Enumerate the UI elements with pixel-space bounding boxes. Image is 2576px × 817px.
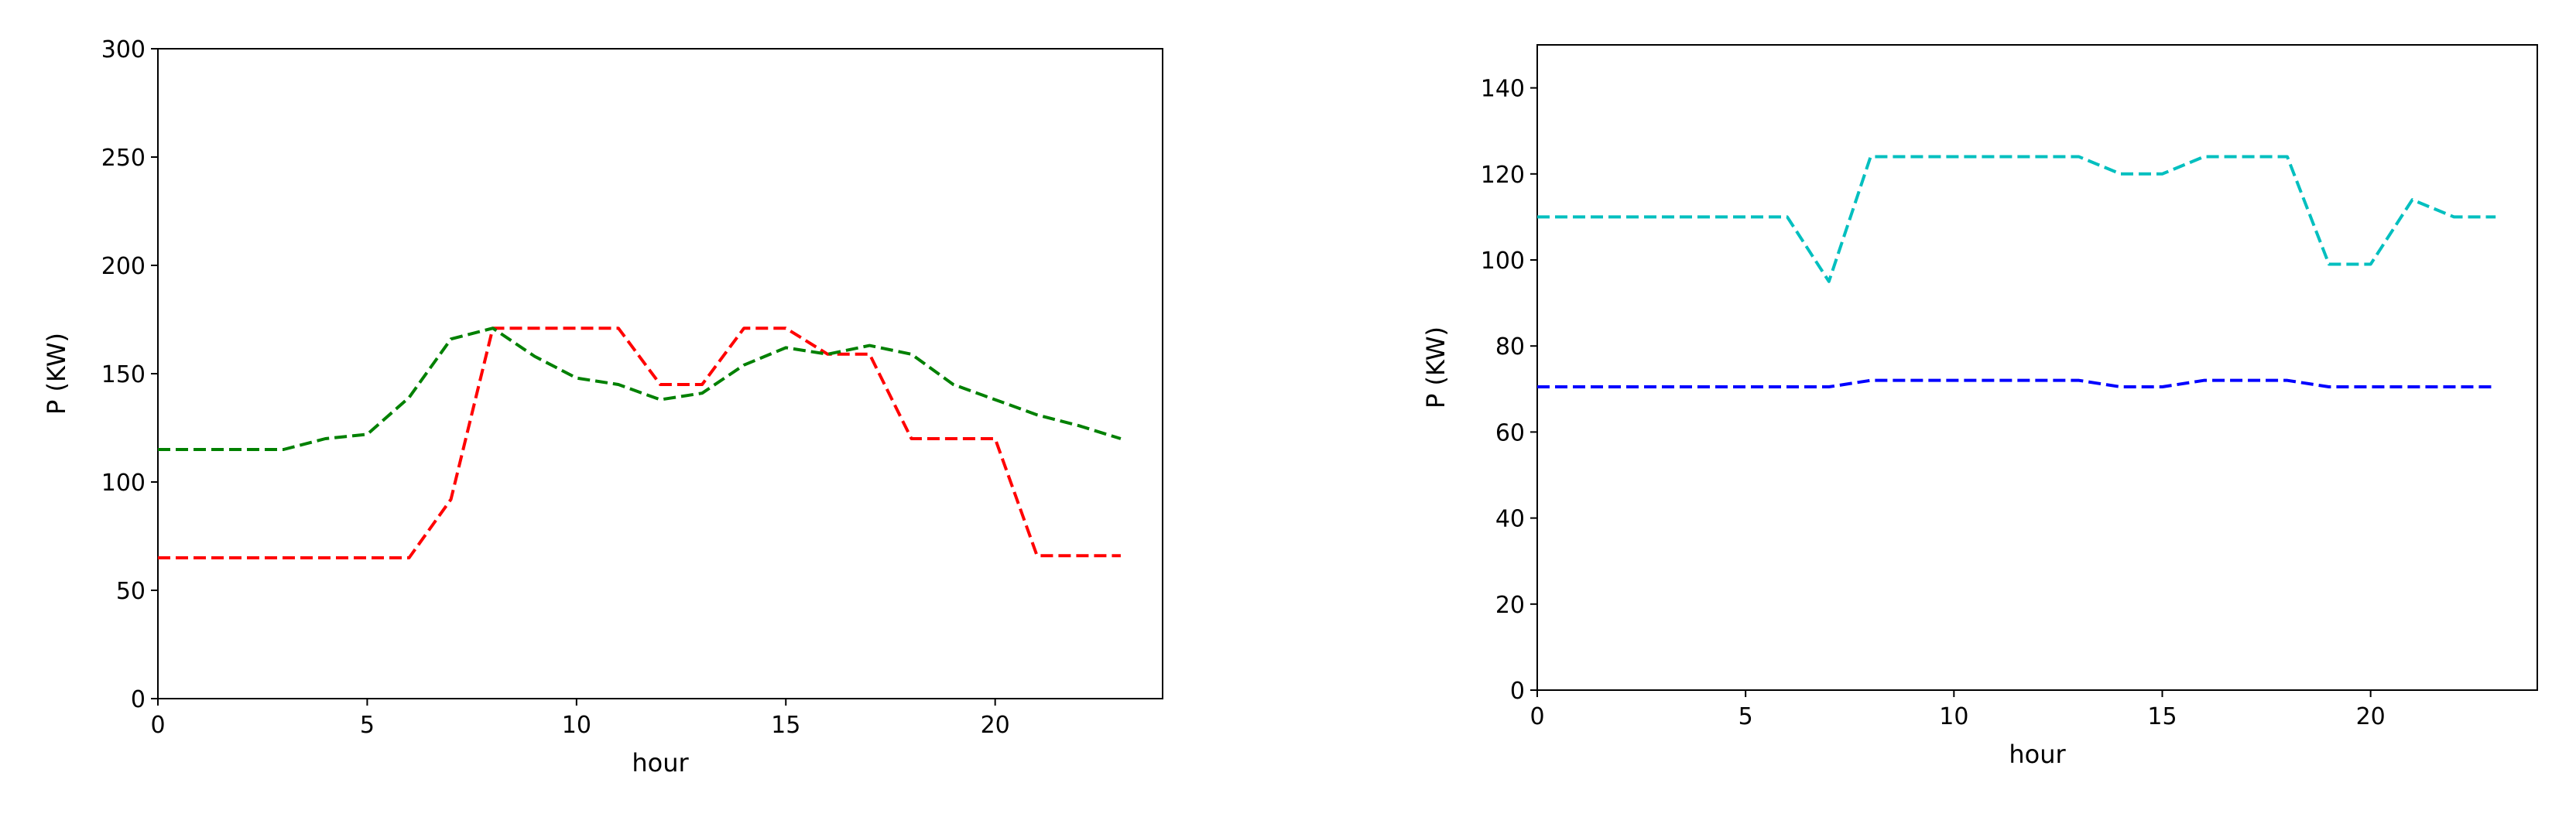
x-tick-label: 10 [1939, 703, 1968, 730]
y-tick-label: 60 [1495, 419, 1525, 446]
y-tick-label: 40 [1495, 506, 1525, 533]
y-tick-label: 0 [131, 686, 146, 713]
y-tick-label: 140 [1481, 76, 1525, 103]
y-tick-label: 100 [101, 470, 146, 497]
x-tick-label: 20 [2356, 703, 2386, 730]
x-tick-label: 5 [360, 712, 375, 739]
y-tick-label: 100 [1481, 248, 1525, 275]
y-tick-label: 50 [116, 578, 146, 605]
x-tick-label: 0 [150, 712, 165, 739]
y-tick-label: 80 [1495, 333, 1525, 361]
y-tick-label: 300 [101, 36, 146, 63]
plot-frame [1536, 44, 2538, 691]
data-point [365, 432, 369, 436]
data-point [2243, 378, 2248, 383]
y-tick-label: 120 [1481, 162, 1525, 189]
x-tick-label: 5 [1738, 703, 1753, 730]
series-line-1 [158, 326, 1122, 451]
x-tick-label: 10 [562, 712, 591, 739]
x-axis-label: hour [2009, 740, 2066, 769]
data-point [2493, 385, 2498, 389]
right-chart: 0 5 10 15 20 0 20 40 60 80 100 120 140 hour P (KW) [1421, 44, 2538, 769]
data-point [867, 352, 872, 357]
x-axis-label: hour [632, 748, 689, 778]
series-line-0 [1537, 155, 2496, 283]
series-line-0 [158, 326, 1121, 559]
data-point [993, 436, 998, 441]
data-point [658, 398, 663, 402]
y-tick-label: 200 [101, 253, 146, 280]
data-point [2201, 155, 2206, 159]
y-tick-label: 0 [1510, 678, 1525, 705]
y-tick-label: 150 [101, 361, 146, 388]
x-tick-label: 20 [981, 712, 1010, 739]
data-point [2119, 385, 2123, 389]
y-tick-label: 250 [101, 145, 146, 172]
y-tick-label: 20 [1495, 592, 1525, 619]
y-axis-label: P (KW) [1421, 326, 1451, 408]
series-line-1 [1537, 378, 2496, 389]
x-tick-label: 15 [2147, 703, 2177, 730]
x-tick-label: 0 [1530, 703, 1544, 730]
y-axis-label: P (KW) [42, 333, 71, 415]
plot-frame [157, 48, 1163, 699]
x-tick-label: 15 [771, 712, 800, 739]
